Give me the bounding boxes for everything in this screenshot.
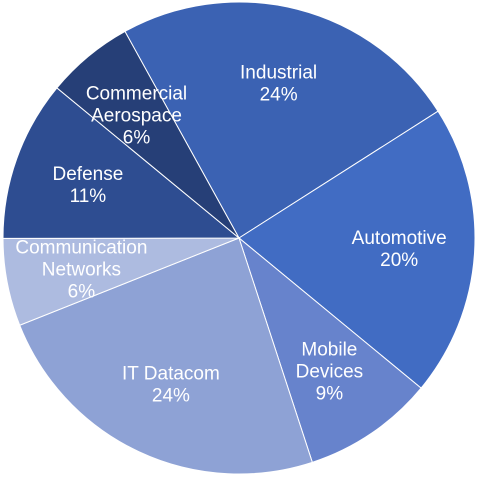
slice-label: Industrial 24% — [240, 63, 317, 106]
slice-value-label: 20% — [380, 250, 418, 271]
slice-value-label: 11% — [70, 186, 107, 207]
slice-value-label: 6% — [123, 128, 151, 149]
slice-label: IT Datacom 24% — [122, 363, 220, 406]
pie-slice — [238, 110, 476, 389]
slice-value-label: 9% — [316, 384, 344, 405]
slice-category-label: IT Datacom — [122, 363, 220, 384]
slice-label: Communication Networks 6% — [15, 237, 147, 302]
pie-labels: Industrial 24%Automotive 20%Mobile Devices 9… — [15, 63, 446, 407]
slice-value-label: 6% — [68, 281, 96, 302]
slice-category-label: Devices — [296, 362, 364, 383]
slice-category-label: Aerospace — [91, 106, 182, 127]
slice-label: Automotive 20% — [352, 228, 447, 271]
slice-category-label: Networks — [42, 259, 121, 280]
slice-label: Defense 11% — [53, 164, 124, 207]
pie-slice — [56, 30, 240, 239]
slice-category-label: Automotive — [352, 228, 447, 249]
pie-slices — [2, 1, 476, 475]
slice-value-label: 24% — [152, 385, 190, 406]
slice-category-label: Mobile — [301, 340, 357, 361]
slice-label: Commercial Aerospace 6% — [86, 84, 187, 149]
slice-category-label: Defense — [53, 164, 124, 185]
pie-slice — [237, 236, 422, 463]
slice-category-label: Commercial — [86, 84, 187, 105]
slice-category-label: Industrial — [240, 63, 317, 84]
pie-slice — [124, 1, 439, 239]
pie-slice — [19, 237, 313, 475]
pie-slice — [2, 87, 241, 239]
slice-label: Mobile Devices 9% — [296, 340, 364, 405]
slice-category-label: Communication — [15, 237, 147, 258]
slice-value-label: 24% — [260, 85, 298, 106]
